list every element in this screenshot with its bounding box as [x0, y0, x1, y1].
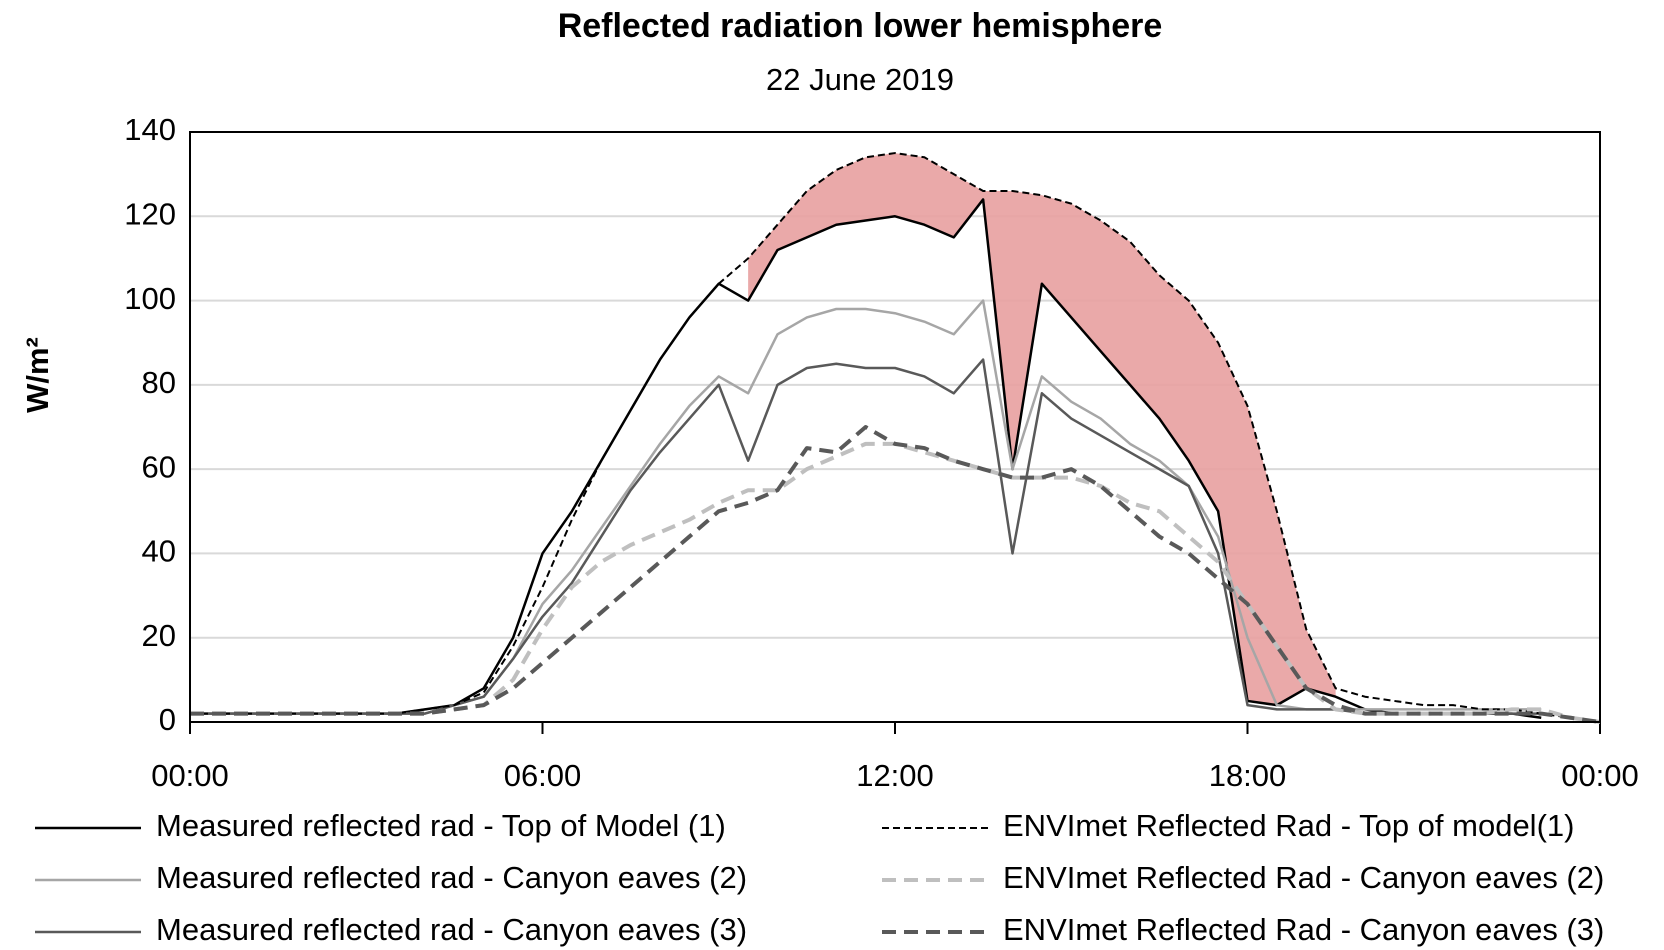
series-line — [190, 198, 1542, 720]
y-tick-label: 80 — [142, 365, 176, 400]
series-line — [190, 425, 1601, 724]
chart-subtitle: 22 June 2019 — [766, 62, 954, 97]
y-tick-label: 60 — [142, 449, 176, 484]
legend-label: ENVImet Reflected Rad - Canyon eaves (3) — [1003, 912, 1604, 947]
y-axis-label: W/m² — [20, 337, 55, 413]
series-line — [190, 152, 1601, 723]
x-tick-label: 12:00 — [856, 758, 934, 793]
x-tick-label: 18:00 — [1209, 758, 1287, 793]
legend-label: Measured reflected rad - Canyon eaves (2… — [156, 860, 747, 895]
legend-label: ENVImet Reflected Rad - Top of model(1) — [1003, 808, 1574, 843]
x-tick-label: 00:00 — [151, 758, 229, 793]
series-line — [190, 441, 1601, 724]
y-tick-label: 140 — [124, 112, 176, 147]
x-tick-label: 00:00 — [1561, 758, 1639, 793]
y-tick-label: 120 — [124, 196, 176, 231]
y-tick-label: 100 — [124, 281, 176, 316]
series-line — [190, 299, 1542, 715]
x-tick-label: 06:00 — [504, 758, 582, 793]
y-tick-label: 0 — [159, 702, 176, 737]
plot-frame — [189, 131, 1601, 723]
legend-label: Measured reflected rad - Top of Model (1… — [156, 808, 726, 843]
y-tick-label: 20 — [142, 618, 176, 653]
shaded-area — [748, 153, 1336, 706]
legend-label: ENVImet Reflected Rad - Canyon eaves (2) — [1003, 860, 1604, 895]
series-line — [190, 358, 1542, 715]
y-tick-label: 40 — [142, 534, 176, 569]
chart-title: Reflected radiation lower hemisphere — [558, 7, 1163, 45]
legend-label: Measured reflected rad - Canyon eaves (3… — [156, 912, 747, 947]
